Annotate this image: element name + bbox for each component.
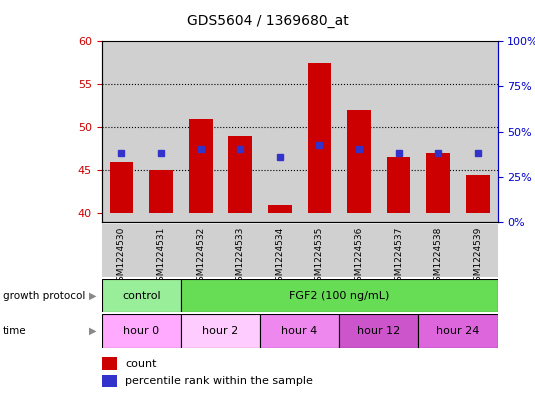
Bar — [347, 110, 371, 213]
Bar — [339, 41, 379, 222]
Bar — [458, 41, 498, 222]
Bar — [260, 314, 339, 348]
Bar — [181, 279, 498, 312]
Bar — [260, 41, 300, 222]
Text: hour 12: hour 12 — [357, 326, 400, 336]
Bar — [220, 224, 260, 277]
Text: hour 0: hour 0 — [123, 326, 159, 336]
Text: ▶: ▶ — [89, 291, 96, 301]
Text: GSM1224537: GSM1224537 — [394, 227, 403, 287]
Text: hour 24: hour 24 — [436, 326, 480, 336]
Text: GSM1224535: GSM1224535 — [315, 227, 324, 287]
Text: GDS5604 / 1369680_at: GDS5604 / 1369680_at — [187, 14, 348, 28]
Bar — [379, 41, 418, 222]
Bar — [300, 224, 339, 277]
Bar — [102, 314, 181, 348]
Bar — [379, 224, 418, 277]
Bar — [181, 224, 220, 277]
Text: GSM1224533: GSM1224533 — [236, 227, 244, 287]
Bar — [110, 162, 133, 213]
Bar — [141, 224, 181, 277]
Bar — [268, 205, 292, 213]
Bar — [149, 171, 173, 213]
Bar — [260, 224, 300, 277]
Bar — [102, 41, 141, 222]
Text: control: control — [122, 291, 160, 301]
Bar — [426, 153, 450, 213]
Bar — [181, 314, 260, 348]
Text: time: time — [3, 326, 26, 336]
Text: GSM1224539: GSM1224539 — [473, 227, 482, 287]
Bar — [418, 224, 458, 277]
Text: GSM1224534: GSM1224534 — [276, 227, 284, 287]
Text: GSM1224530: GSM1224530 — [117, 227, 126, 287]
Bar — [189, 119, 212, 213]
Bar — [181, 41, 220, 222]
Bar — [339, 224, 379, 277]
Bar — [418, 314, 498, 348]
Text: growth protocol: growth protocol — [3, 291, 85, 301]
Text: GSM1224531: GSM1224531 — [157, 227, 165, 287]
Text: GSM1224536: GSM1224536 — [355, 227, 363, 287]
Text: percentile rank within the sample: percentile rank within the sample — [125, 376, 314, 386]
Bar — [308, 63, 331, 213]
Text: ▶: ▶ — [89, 326, 96, 336]
Bar — [387, 158, 410, 213]
Text: count: count — [125, 358, 157, 369]
Bar — [102, 224, 141, 277]
Text: hour 2: hour 2 — [202, 326, 239, 336]
Bar — [228, 136, 252, 213]
Bar — [102, 375, 118, 387]
Text: GSM1224532: GSM1224532 — [196, 227, 205, 287]
Bar — [220, 41, 260, 222]
Text: hour 4: hour 4 — [281, 326, 318, 336]
Bar — [102, 357, 118, 369]
Bar — [300, 41, 339, 222]
Text: FGF2 (100 ng/mL): FGF2 (100 ng/mL) — [289, 291, 389, 301]
Bar — [466, 175, 490, 213]
Bar — [141, 41, 181, 222]
Bar — [339, 314, 418, 348]
Bar — [418, 41, 458, 222]
Text: GSM1224538: GSM1224538 — [434, 227, 442, 287]
Bar — [102, 279, 181, 312]
Bar — [458, 224, 498, 277]
